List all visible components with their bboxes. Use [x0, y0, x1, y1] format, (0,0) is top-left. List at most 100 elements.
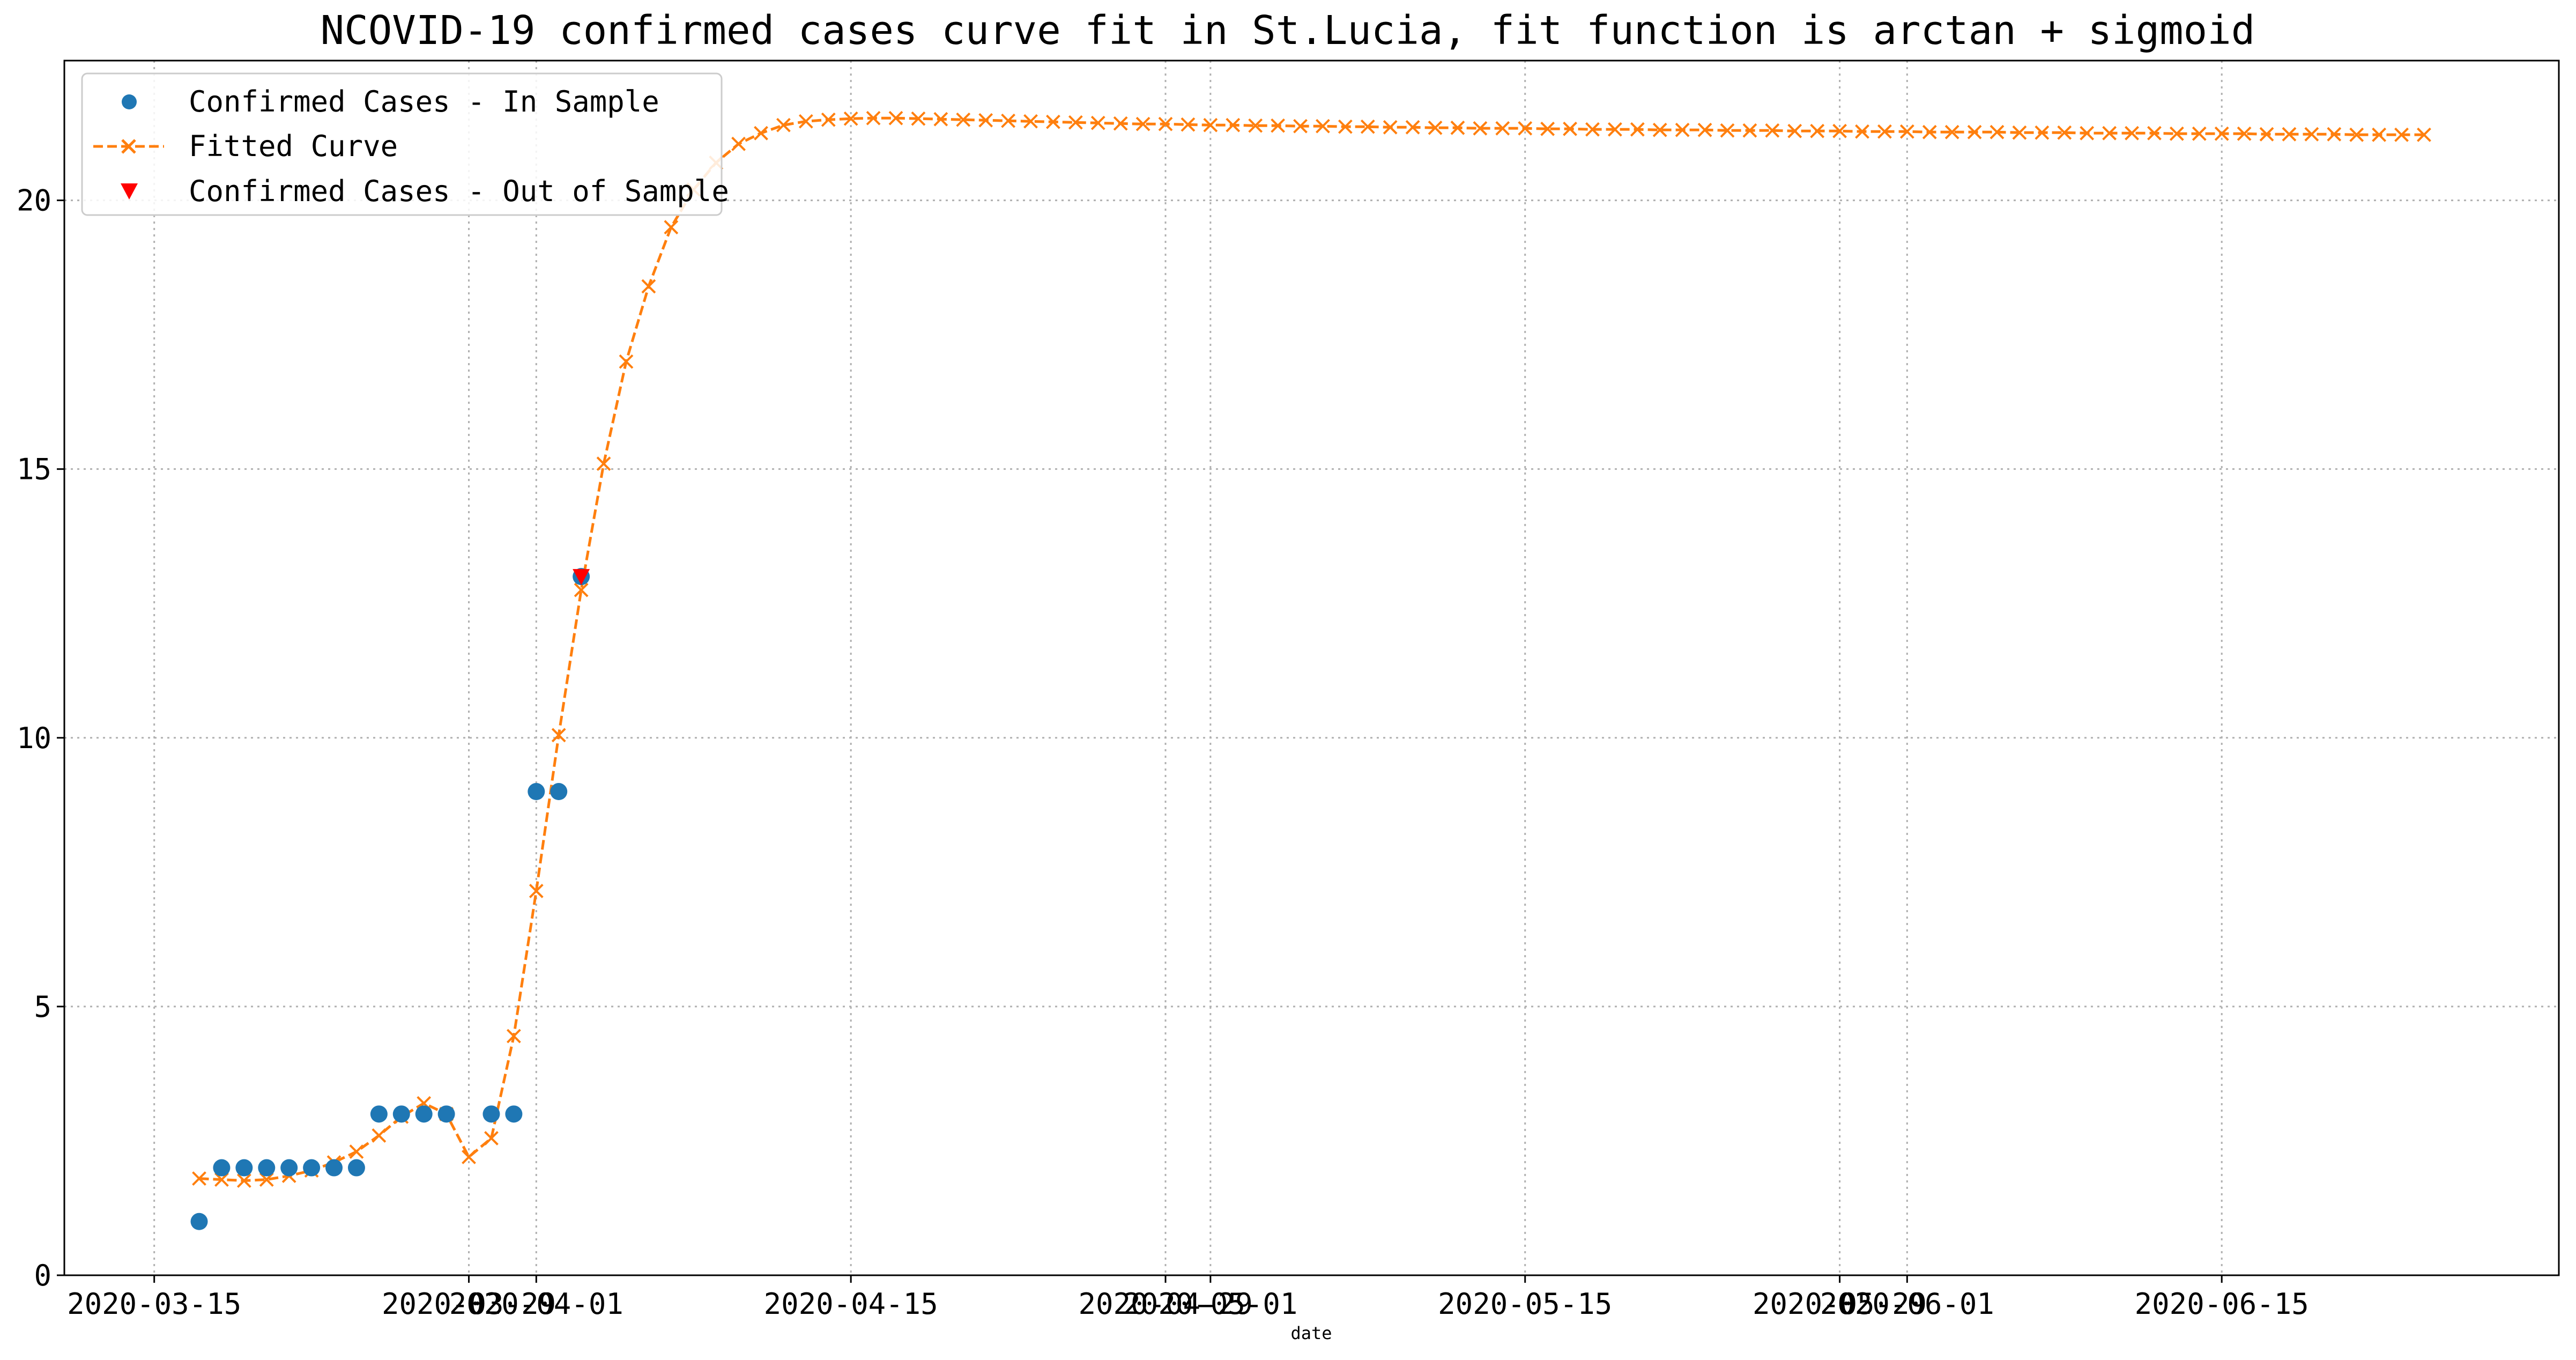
y-tick-label: 0 — [34, 1259, 51, 1292]
y-tick-label: 5 — [34, 990, 51, 1024]
fitted-curve-point — [1226, 117, 1241, 132]
fitted-curve-point — [1967, 124, 1982, 139]
fitted-curve-point — [956, 112, 971, 127]
fitted-curve-point — [1450, 120, 1465, 135]
in-sample-point — [325, 1159, 343, 1177]
fitted-curve-point — [664, 220, 679, 235]
fitted-curve-point — [2304, 127, 2319, 142]
fitted-curve-point — [1158, 116, 1173, 131]
fitted-curve-line — [199, 116, 2424, 1182]
fitted-curve-point — [259, 1172, 274, 1187]
legend-label-in-sample: Confirmed Cases - In Sample — [189, 85, 659, 119]
fitted-curve-point — [2372, 127, 2387, 142]
x-tick-label: 2020-05-01 — [1123, 1287, 1297, 1321]
fitted-curve-point — [1383, 120, 1398, 135]
fitted-curve-point — [754, 125, 768, 141]
fitted-curve-point — [1495, 121, 1510, 136]
fitted-curve-point — [1540, 121, 1555, 136]
plot-frame — [63, 60, 2560, 1276]
in-sample-point — [392, 1105, 410, 1123]
chart-title: NCOVID-19 confirmed cases curve fit in S… — [321, 8, 2255, 54]
fitted-curve-point — [1899, 124, 1914, 139]
fitted-curve-point — [2035, 125, 2050, 140]
fitted-curve-point — [1293, 119, 1308, 134]
fitted-curve-point — [1271, 118, 1286, 133]
x-tick-label: 2020-05-29 — [1753, 1287, 1927, 1321]
fitted-curve-point — [2169, 126, 2184, 141]
fitted-curve-point — [1720, 123, 1735, 138]
fitted-curve-point — [1563, 121, 1577, 136]
fitted-curve-point — [1135, 116, 1150, 131]
y-tick-label: 10 — [17, 721, 51, 755]
fitted-curve-point — [1203, 117, 1218, 132]
fitted-curve-point — [2012, 125, 2027, 140]
fitted-curve-point — [2102, 125, 2117, 141]
fitted-curve-point — [1090, 115, 1105, 130]
x-tick-label: 2020-03-15 — [67, 1287, 241, 1321]
x-tick-label: 2020-04-15 — [764, 1287, 938, 1321]
in-sample-point — [213, 1159, 231, 1177]
fitted-curve-point — [1832, 123, 1847, 138]
fitted-curve-point — [236, 1173, 251, 1188]
out-of-sample-point — [573, 569, 590, 586]
fitted-curve-point — [2147, 125, 2162, 141]
fitted-curve-point — [2192, 126, 2207, 141]
legend-box — [81, 72, 723, 216]
in-sample-point — [235, 1159, 253, 1177]
fitted-curve-point — [2237, 126, 2252, 141]
fitted-curve-point — [506, 1029, 521, 1044]
y-tick-label: 20 — [17, 184, 51, 218]
fitted-curve-point — [372, 1128, 387, 1143]
in-sample-point — [415, 1105, 433, 1123]
y-axis-ticks: 0 5 10 15 20 — [17, 184, 64, 1292]
legend-label-fitted: Fitted Curve — [189, 129, 398, 163]
fitted-curve-point — [2417, 127, 2431, 142]
fitted-curve-point — [798, 114, 813, 129]
series-fitted-curve — [192, 110, 2431, 1188]
fitted-curve-point — [1652, 122, 1667, 137]
fitted-curve-point — [1877, 124, 1892, 139]
in-sample-point — [190, 1213, 208, 1230]
fitted-curve-point — [911, 111, 926, 126]
fitted-curve-point — [1316, 119, 1330, 134]
legend-label-out-of-sample: Confirmed Cases - Out of Sample — [189, 174, 729, 208]
fitted-curve-point — [1473, 121, 1488, 136]
x-tick-label: 2020-06-15 — [2135, 1287, 2309, 1321]
in-sample-point — [437, 1105, 455, 1123]
fitted-curve-point — [888, 110, 903, 125]
fitted-curve-point — [1585, 122, 1600, 137]
in-sample-point — [482, 1105, 500, 1123]
fitted-curve-point — [1338, 119, 1353, 134]
x-tick-label: 2020-04-29 — [1078, 1287, 1252, 1321]
fitted-curve-point — [776, 117, 791, 132]
fitted-curve-point — [2394, 127, 2409, 142]
fitted-curve-point — [1248, 118, 1263, 133]
in-sample-point — [280, 1159, 298, 1177]
fitted-curve-point — [1001, 113, 1016, 128]
x-tick-label: 2020-06-01 — [1820, 1287, 1994, 1321]
legend-marker-out-of-sample — [121, 183, 138, 199]
fitted-curve-point — [1922, 124, 1937, 139]
fitted-curve-point — [1630, 122, 1645, 137]
in-sample-point — [347, 1159, 365, 1177]
fitted-curve-point — [1113, 116, 1128, 131]
fitted-curve-point — [1428, 120, 1443, 135]
fitted-curve-point — [1068, 115, 1083, 130]
x-axis-label: date — [1290, 1323, 1332, 1343]
fitted-curve-point — [192, 1171, 206, 1186]
fitted-curve-point — [2282, 127, 2297, 142]
fitted-curve-point — [596, 456, 611, 471]
fitted-curve-point — [574, 582, 589, 597]
series-in-sample — [190, 568, 590, 1230]
fitted-curve-point — [1765, 123, 1780, 138]
in-sample-point — [505, 1105, 523, 1123]
in-sample-point — [258, 1159, 276, 1177]
x-tick-label: 2020-03-29 — [382, 1287, 556, 1321]
fitted-curve-point — [214, 1172, 229, 1187]
legend: Confirmed Cases - In Sample Fitted Curve… — [81, 72, 729, 216]
fitted-curve-point — [529, 884, 544, 898]
fitted-curve-point — [821, 112, 836, 127]
